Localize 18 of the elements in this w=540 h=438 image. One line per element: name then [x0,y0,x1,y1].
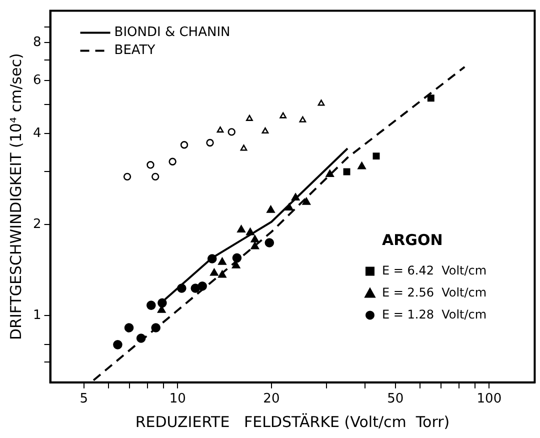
legend-label: E = 2.56 Volt/cm [382,285,487,300]
y-tick-label: 4 [32,126,42,141]
legend-label: E = 1.28 Volt/cm [382,307,487,322]
y-tick-label: 1 [32,308,42,323]
x-axis-title: REDUZIERTE FELDSTÄRKE (Volt/cm Torr) [135,412,450,431]
legend-label: E = 6.42 Volt/cm [382,263,487,278]
x-tick-label: 20 [263,392,280,407]
legend-label: BEATY [114,43,156,58]
y-tick-label: 8 [32,35,42,50]
x-tick-label: 100 [476,392,502,407]
x-tick-label: 5 [80,392,88,407]
x-tick-label: 50 [387,392,404,407]
y-tick-label: 6 [32,72,42,88]
legend-title: ARGON [382,231,443,250]
y-axis-title: DRIFTGESCHWINDIGKEIT (10⁴ cm/sec) [6,53,25,340]
legend-label: BIONDI & CHANIN [114,25,230,40]
y-tick-label: 2 [32,216,42,232]
x-tick-label: 10 [169,392,186,407]
